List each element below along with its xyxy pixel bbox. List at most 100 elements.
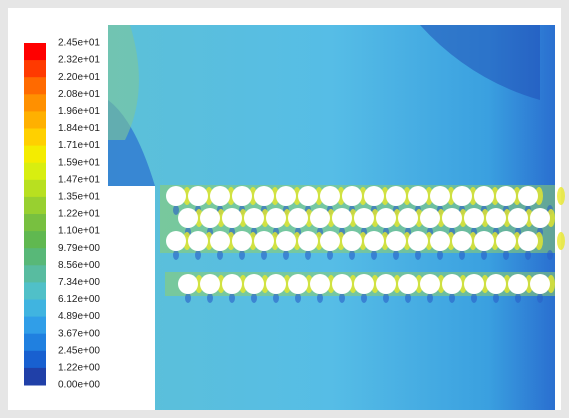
tube bbox=[486, 208, 506, 228]
tube bbox=[376, 274, 396, 294]
inlet-high bbox=[108, 25, 139, 140]
jet-spot bbox=[503, 209, 511, 227]
jet-spot bbox=[239, 275, 247, 293]
colorbar-label: 1.59e+01 bbox=[58, 157, 100, 168]
jet-spot bbox=[283, 209, 291, 227]
tube bbox=[310, 274, 330, 294]
wake bbox=[261, 250, 267, 260]
wake bbox=[327, 250, 333, 260]
colorbar-band bbox=[24, 145, 46, 164]
wake bbox=[393, 250, 399, 260]
tube bbox=[486, 274, 506, 294]
tube bbox=[474, 186, 494, 206]
tube bbox=[332, 208, 352, 228]
jet-spot bbox=[217, 275, 225, 293]
colorbar-label: 1.84e+01 bbox=[58, 123, 100, 134]
colorbar-band bbox=[24, 179, 46, 198]
colorbar-band bbox=[24, 248, 46, 266]
wake bbox=[239, 250, 245, 260]
tube bbox=[342, 186, 362, 206]
jet-spot bbox=[261, 275, 269, 293]
jet-spot bbox=[305, 209, 313, 227]
colorbar-band bbox=[24, 162, 46, 181]
wake bbox=[217, 250, 223, 260]
jet-spot bbox=[491, 232, 499, 250]
tube bbox=[530, 274, 550, 294]
tube bbox=[288, 208, 308, 228]
tube bbox=[496, 186, 516, 206]
jet-spot bbox=[547, 275, 555, 293]
jet-spot bbox=[183, 187, 191, 205]
tube bbox=[464, 274, 484, 294]
wake bbox=[503, 250, 509, 260]
tube bbox=[298, 231, 318, 251]
tube bbox=[188, 231, 208, 251]
tube bbox=[200, 208, 220, 228]
jet-spot bbox=[349, 275, 357, 293]
jet-spot bbox=[337, 232, 345, 250]
jet-spot bbox=[239, 209, 247, 227]
tube bbox=[408, 186, 428, 206]
jet-spot bbox=[337, 187, 345, 205]
tube bbox=[442, 274, 462, 294]
colorbar-label: 0.00e+00 bbox=[58, 380, 100, 391]
colorbar-band bbox=[24, 128, 46, 147]
colorbar-label: 2.45e+01 bbox=[58, 38, 100, 49]
tube bbox=[288, 274, 308, 294]
tube bbox=[408, 231, 428, 251]
colorbar-label: 1.71e+01 bbox=[58, 140, 100, 151]
tube bbox=[232, 186, 252, 206]
wake bbox=[459, 250, 465, 260]
tube bbox=[464, 208, 484, 228]
wake bbox=[283, 250, 289, 260]
tube bbox=[342, 231, 362, 251]
colorbar-label: 1.10e+01 bbox=[58, 226, 100, 237]
jet-spot bbox=[525, 209, 533, 227]
wake bbox=[437, 250, 443, 260]
jet-spot bbox=[481, 209, 489, 227]
wake bbox=[305, 250, 311, 260]
wake bbox=[361, 293, 367, 303]
jet-spot bbox=[293, 187, 301, 205]
jet-spot bbox=[283, 275, 291, 293]
wake bbox=[317, 293, 323, 303]
wake bbox=[173, 205, 179, 215]
tube bbox=[332, 274, 352, 294]
jet-spot bbox=[469, 232, 477, 250]
tube bbox=[364, 186, 384, 206]
wake bbox=[537, 293, 543, 303]
jet-spot bbox=[459, 209, 467, 227]
jet-spot bbox=[437, 209, 445, 227]
colorbar-label: 1.22e+01 bbox=[58, 209, 100, 220]
tube bbox=[530, 208, 550, 228]
tube bbox=[320, 231, 340, 251]
flow-field bbox=[108, 25, 565, 410]
wake bbox=[493, 293, 499, 303]
tube bbox=[188, 186, 208, 206]
wake bbox=[427, 293, 433, 303]
jet-spot bbox=[513, 187, 521, 205]
jet-spot bbox=[459, 275, 467, 293]
tube bbox=[386, 231, 406, 251]
tube bbox=[420, 274, 440, 294]
wake bbox=[515, 293, 521, 303]
colorbar-label: 1.47e+01 bbox=[58, 174, 100, 185]
jet-spot bbox=[403, 232, 411, 250]
jet-spot bbox=[249, 232, 257, 250]
tube bbox=[178, 274, 198, 294]
jet-spot bbox=[381, 232, 389, 250]
jet-spot bbox=[437, 275, 445, 293]
jet-spot bbox=[425, 232, 433, 250]
tube bbox=[420, 208, 440, 228]
wake bbox=[471, 293, 477, 303]
wake bbox=[415, 250, 421, 260]
tube bbox=[222, 274, 242, 294]
jet-spot bbox=[271, 232, 279, 250]
wake bbox=[525, 250, 531, 260]
colorbar-labels: 2.45e+01 2.32e+01 2.20e+01 2.08e+01 1.96e+01… bbox=[58, 38, 100, 391]
tube bbox=[254, 186, 274, 206]
jet-spot bbox=[315, 232, 323, 250]
colorbar-band bbox=[24, 333, 46, 352]
tube bbox=[266, 208, 286, 228]
